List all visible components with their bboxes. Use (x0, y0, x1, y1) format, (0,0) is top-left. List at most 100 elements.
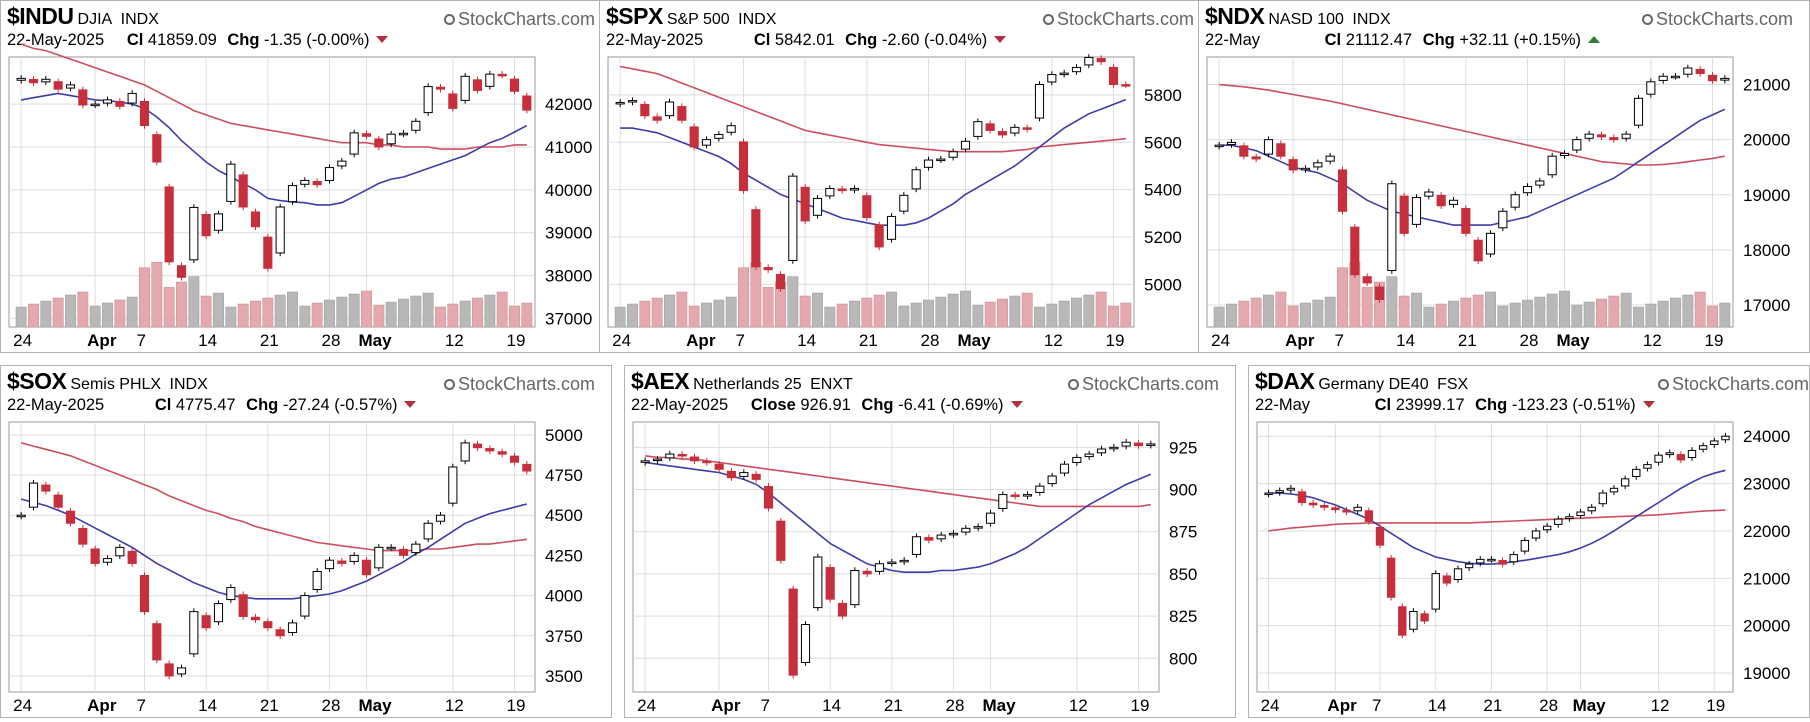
candle (800, 184, 810, 225)
candle (152, 131, 162, 166)
candle-body (152, 623, 162, 661)
candle-body (726, 470, 737, 479)
ma50-line (1219, 83, 1725, 166)
candle-body (275, 629, 285, 637)
candle (899, 557, 909, 565)
candle (435, 511, 446, 525)
candle-body (361, 559, 372, 576)
candle (911, 166, 921, 193)
candle (312, 568, 322, 593)
candle-body (386, 133, 396, 145)
candle-body (973, 526, 983, 529)
chart-panel-sox[interactable]: $SOX Semis PHLX INDX StockCharts.com 22-M… (0, 365, 612, 718)
candle-body (1707, 74, 1718, 82)
volume-bar (923, 299, 934, 328)
chart-panel-spx[interactable]: $SPX S&P 500 INDX StockCharts.com 22-May-… (599, 0, 1211, 353)
volume-bar (1046, 303, 1058, 328)
chart-panel-indu[interactable]: $INDU DJIA INDX StockCharts.com 22-May-20… (0, 0, 612, 353)
volume-bar (947, 293, 959, 328)
candle-body (948, 532, 959, 536)
candle-body (1683, 67, 1693, 75)
y-tick-label: 5600 (1144, 133, 1182, 152)
candle (337, 157, 347, 170)
candle (423, 520, 433, 543)
candle (102, 96, 113, 107)
panel-header: $AEX Netherlands 25 ENXT (631, 368, 1231, 394)
candle-body (1522, 185, 1533, 194)
candle-body (448, 93, 458, 109)
candle (1331, 504, 1340, 513)
chart-panel-aex[interactable]: $AEX Netherlands 25 ENXT StockCharts.com … (624, 365, 1236, 718)
chart-panel-dax[interactable]: $DAX Germany DE40 FSX StockCharts.com 22-… (1248, 365, 1810, 718)
price-chart: 925 900 875 850 825 800 24 Apr 7 14 21 28 May 12 19 (632, 421, 1197, 715)
down-arrow-icon (1010, 401, 1023, 408)
candle-body (509, 78, 520, 92)
candle-body (726, 125, 736, 133)
volume-bar (40, 300, 52, 328)
y-tick-label: 5400 (1144, 181, 1182, 200)
candle (1288, 156, 1298, 174)
chart-panel-ndx[interactable]: $NDX NASD 100 INDX StockCharts.com 22-May… (1198, 0, 1810, 353)
y-tick-label: 37000 (545, 309, 592, 328)
volume-bar (1411, 292, 1422, 328)
candle (1621, 130, 1631, 142)
candle-body (1386, 557, 1396, 598)
volume-bar (1095, 291, 1107, 328)
candle (139, 572, 150, 615)
candle-body (287, 622, 298, 634)
y-tick-label: 5200 (1144, 228, 1182, 247)
watermark-text: StockCharts.com (1671, 374, 1809, 394)
candle-body (1059, 463, 1070, 474)
candle-body (1485, 232, 1496, 255)
volume-bar (701, 302, 712, 328)
candle (1609, 134, 1619, 143)
candle (1121, 81, 1131, 89)
x-tick-label: 28 (322, 331, 341, 350)
watermark: StockCharts.com (1067, 374, 1219, 395)
candle (28, 479, 39, 511)
candle (1226, 139, 1237, 148)
candle (1047, 472, 1057, 487)
volume-bar (237, 303, 249, 328)
candle (1264, 489, 1273, 498)
candle-body (139, 100, 150, 127)
candle-body (460, 75, 470, 101)
date: 22-May-2025 (606, 31, 704, 49)
candle (1632, 466, 1641, 480)
volume-bar (836, 303, 848, 328)
down-arrow-icon (994, 36, 1007, 43)
candle (751, 206, 761, 271)
candle-body (53, 494, 63, 508)
volume-bar (1657, 300, 1669, 328)
volume-bar (1694, 291, 1706, 328)
price-label: Cl (1374, 396, 1392, 414)
volume-bar (886, 291, 897, 328)
candle-body (640, 103, 650, 117)
volume-bar (750, 261, 762, 328)
candle (948, 530, 959, 538)
candle (1576, 508, 1585, 519)
volume-bar (484, 294, 496, 328)
candle (53, 491, 63, 511)
exchange: INDX (738, 11, 777, 28)
volume-bar (873, 294, 885, 328)
candle-body (497, 451, 507, 455)
candle-body (1509, 554, 1518, 563)
candle-body (1286, 487, 1296, 491)
volume-bar (910, 302, 922, 328)
candle-body (250, 211, 261, 228)
candle (522, 461, 532, 475)
candle-body (1398, 606, 1407, 636)
plot-frame (8, 421, 536, 693)
x-tick-label: 24 (13, 696, 32, 715)
y-tick-label: 38000 (545, 267, 592, 286)
volume-bar (139, 267, 150, 328)
candle (985, 120, 995, 134)
candle (1572, 136, 1582, 154)
volume-bar (812, 292, 823, 328)
volume-bar (77, 291, 89, 328)
candle-body (1431, 573, 1440, 610)
candle-body (1059, 72, 1069, 76)
x-tick-label: 19 (1706, 696, 1725, 715)
y-tick-label: 42000 (545, 95, 592, 114)
